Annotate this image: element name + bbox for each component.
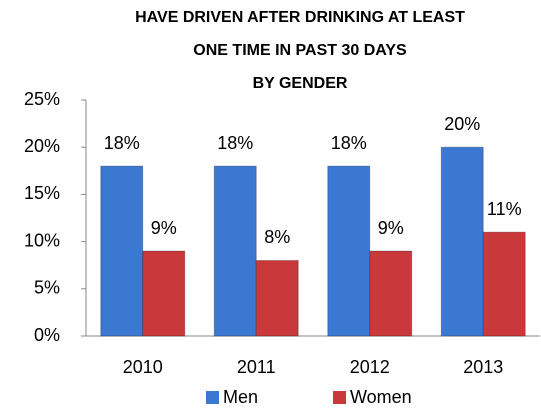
bar xyxy=(482,231,526,337)
data-label: 18% xyxy=(217,133,253,153)
bar xyxy=(369,250,413,337)
data-label: 20% xyxy=(444,114,480,134)
data-label: 9% xyxy=(151,218,177,238)
bar xyxy=(213,165,257,337)
bar xyxy=(100,165,144,337)
legend-swatch xyxy=(206,391,219,404)
y-tick-label: 15% xyxy=(24,183,60,203)
y-tick-label: 20% xyxy=(24,136,60,156)
data-label: 18% xyxy=(331,133,367,153)
y-tick-label: 10% xyxy=(24,230,60,250)
data-label: 9% xyxy=(378,218,404,238)
y-tick-label: 0% xyxy=(34,325,60,345)
data-label: 11% xyxy=(487,199,522,219)
x-tick-label: 2011 xyxy=(237,357,276,377)
bar xyxy=(142,250,186,337)
data-label: 8% xyxy=(264,227,290,247)
data-label: 18% xyxy=(104,133,140,153)
y-tick-label: 5% xyxy=(34,278,60,298)
bar xyxy=(440,146,484,337)
x-tick-label: 2012 xyxy=(350,357,390,377)
bar xyxy=(327,165,371,337)
legend-label: Women xyxy=(350,387,412,407)
bar xyxy=(255,259,299,337)
x-tick-label: 2013 xyxy=(463,357,503,377)
x-tick-label: 2010 xyxy=(123,357,163,377)
legend-swatch xyxy=(333,391,346,404)
chart-title: ONE TIME IN PAST 30 DAYS xyxy=(193,42,407,59)
chart-title: HAVE DRIVEN AFTER DRINKING AT LEAST xyxy=(135,9,465,26)
chart-title: BY GENDER xyxy=(253,75,348,92)
legend-label: Men xyxy=(223,387,258,407)
y-tick-label: 25% xyxy=(24,89,60,109)
